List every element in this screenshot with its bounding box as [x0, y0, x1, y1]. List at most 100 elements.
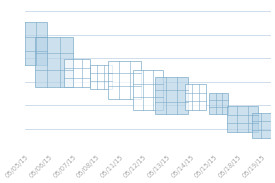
Bar [108, 61, 119, 73]
Bar [210, 107, 216, 114]
Bar [252, 121, 262, 130]
Bar [108, 86, 119, 99]
Bar [90, 81, 97, 89]
Bar [185, 93, 192, 101]
Bar [60, 53, 73, 70]
Bar [35, 70, 48, 87]
Bar [252, 113, 275, 138]
Bar [25, 37, 36, 51]
Bar [153, 83, 163, 97]
Bar [185, 85, 192, 93]
Bar [216, 107, 222, 114]
Bar [227, 106, 258, 132]
Bar [252, 130, 262, 138]
Bar [25, 23, 36, 37]
Bar [36, 23, 47, 37]
Bar [14, 23, 47, 65]
Bar [82, 59, 90, 68]
Bar [35, 53, 48, 70]
Bar [143, 97, 153, 110]
Bar [222, 107, 228, 114]
Bar [119, 73, 130, 86]
Bar [271, 130, 275, 138]
Bar [237, 115, 248, 124]
Bar [14, 23, 25, 37]
Bar [252, 113, 262, 121]
Bar [14, 37, 25, 51]
Bar [185, 101, 192, 110]
Bar [73, 78, 82, 87]
Bar [222, 93, 228, 100]
Bar [90, 65, 112, 89]
Bar [166, 77, 177, 90]
Bar [60, 37, 73, 53]
Bar [177, 90, 188, 102]
Bar [104, 73, 112, 81]
Bar [199, 85, 206, 93]
Bar [73, 68, 82, 78]
Bar [48, 70, 60, 87]
Bar [35, 37, 48, 53]
Bar [248, 106, 258, 115]
Bar [155, 90, 166, 102]
Bar [192, 101, 199, 110]
Bar [73, 59, 82, 68]
Bar [90, 65, 97, 73]
Bar [153, 97, 163, 110]
Bar [248, 115, 258, 124]
Bar [14, 51, 25, 65]
Bar [104, 65, 112, 73]
Bar [133, 83, 143, 97]
Bar [262, 113, 271, 121]
Bar [108, 73, 119, 86]
Bar [104, 81, 112, 89]
Bar [199, 93, 206, 101]
Bar [97, 65, 104, 73]
Bar [262, 121, 271, 130]
Bar [143, 70, 153, 83]
Bar [64, 59, 73, 68]
Bar [64, 78, 73, 87]
Bar [133, 70, 163, 110]
Bar [82, 68, 90, 78]
Bar [192, 93, 199, 101]
Bar [119, 61, 130, 73]
Bar [185, 85, 206, 110]
Bar [177, 77, 188, 90]
Bar [210, 93, 216, 100]
Bar [48, 37, 60, 53]
Bar [130, 73, 141, 86]
Bar [237, 124, 248, 132]
Bar [133, 70, 143, 83]
Bar [64, 59, 90, 87]
Bar [155, 77, 166, 90]
Bar [227, 115, 237, 124]
Bar [108, 61, 141, 99]
Bar [36, 37, 47, 51]
Bar [82, 78, 90, 87]
Bar [262, 130, 271, 138]
Bar [36, 51, 47, 65]
Bar [35, 37, 73, 87]
Bar [60, 70, 73, 87]
Bar [155, 102, 166, 114]
Bar [199, 101, 206, 110]
Bar [177, 102, 188, 114]
Bar [64, 68, 73, 78]
Bar [166, 90, 177, 102]
Bar [227, 124, 237, 132]
Bar [222, 100, 228, 107]
Bar [130, 86, 141, 99]
Bar [271, 113, 275, 121]
Bar [48, 53, 60, 70]
Bar [227, 106, 237, 115]
Bar [153, 70, 163, 83]
Bar [216, 100, 222, 107]
Bar [248, 124, 258, 132]
Bar [143, 83, 153, 97]
Bar [271, 121, 275, 130]
Bar [130, 61, 141, 73]
Bar [210, 100, 216, 107]
Bar [192, 85, 199, 93]
Bar [97, 81, 104, 89]
